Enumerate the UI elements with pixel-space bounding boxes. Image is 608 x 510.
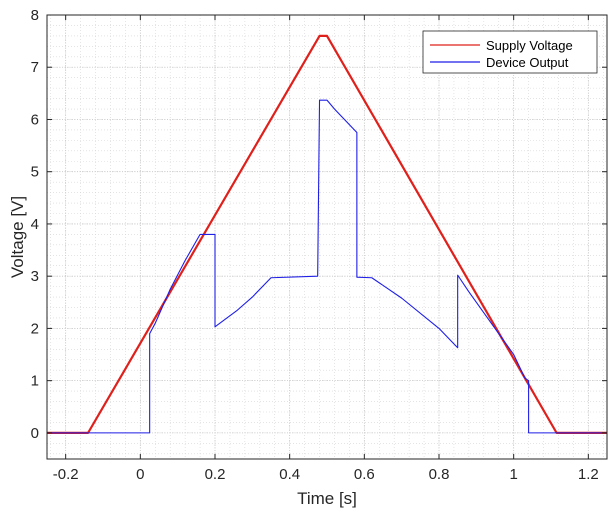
x-tick-label: -0.2 (53, 466, 79, 483)
y-tick-label: 4 (31, 216, 39, 233)
y-axis-label: Voltage [V] (8, 196, 27, 278)
y-tick-label: 3 (31, 268, 39, 285)
axis-ticks (47, 14, 607, 459)
plot-area-frame (46, 14, 608, 460)
y-tick-label: 0 (31, 425, 39, 442)
y-tick-label: 5 (31, 164, 39, 181)
x-tick-label: 0.8 (429, 466, 450, 483)
y-tick-labels: 0 1 2 3 4 5 6 7 8 (31, 7, 39, 442)
x-tick-labels: -0.2 0 0.2 0.4 0.6 0.8 1 1.2 (53, 466, 599, 483)
major-grid (47, 14, 607, 459)
y-tick-label: 8 (31, 7, 39, 24)
series-line-device-output (47, 99, 607, 434)
y-tick-label: 6 (31, 111, 39, 128)
x-tick-label: 1.2 (578, 466, 599, 483)
x-tick-label: 0.4 (279, 466, 300, 483)
x-tick-label: 0.6 (354, 466, 375, 483)
x-tick-label: 0.2 (205, 466, 226, 483)
x-tick-label: 1 (509, 466, 517, 483)
legend-label-supply-voltage: Supply Voltage (486, 38, 573, 53)
plot-lines (47, 34, 607, 434)
y-tick-label: 7 (31, 59, 39, 76)
y-tick-label: 1 (31, 373, 39, 390)
legend-label-device-output: Device Output (486, 55, 569, 70)
legend: Supply Voltage Device Output (422, 30, 598, 74)
x-tick-label: 0 (136, 466, 144, 483)
y-tick-label: 2 (31, 320, 39, 337)
legend-box (422, 30, 598, 74)
x-axis-label: Time [s] (297, 489, 357, 508)
